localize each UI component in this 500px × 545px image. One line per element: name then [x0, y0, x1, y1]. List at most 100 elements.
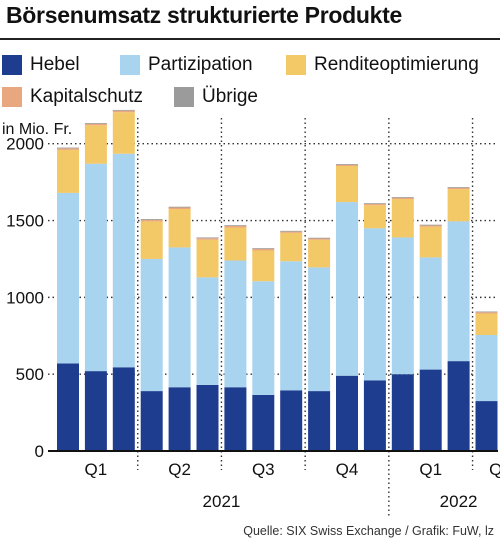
y-axis-label: in Mio. Fr.	[2, 121, 72, 138]
bar-segment-rendite	[475, 313, 498, 336]
bar-segment-kapitalschutz	[391, 197, 414, 200]
bar-segment-uebrige	[363, 203, 386, 204]
legend-label-hebel: Hebel	[30, 54, 80, 75]
legend-label-kapitalschutz: Kapitalschutz	[30, 86, 144, 107]
bar-segment-uebrige	[168, 206, 191, 208]
bar-segment-kapitalschutz	[224, 225, 247, 228]
bar-segment-rendite	[447, 189, 470, 222]
bar-segment-hebel	[308, 391, 331, 451]
legend-item-partizipation: Partizipation	[120, 54, 253, 76]
bar-segment-uebrige	[252, 248, 275, 249]
bar-segment-hebel	[475, 401, 498, 451]
bar-segment-rendite	[391, 199, 414, 238]
bar-segment-uebrige	[475, 311, 498, 313]
bar-segment-uebrige	[447, 187, 470, 188]
y-tick-label: 0	[35, 442, 44, 461]
bar-segment-uebrige	[112, 109, 135, 111]
bar-segment-kapitalschutz	[140, 219, 163, 222]
bar-segment-kapitalschutz	[84, 123, 107, 126]
bar-segment-kapitalschutz	[363, 203, 386, 206]
bar-segment-hebel	[419, 369, 442, 451]
bar-segment-hebel	[336, 375, 358, 451]
bar-segment-partizipation	[112, 153, 135, 368]
bar-segment-uebrige	[224, 225, 247, 226]
legend-label-rendite: Renditeoptimierung	[314, 54, 479, 75]
x-tick-label: Q1	[85, 460, 108, 479]
bar-segment-uebrige	[336, 164, 358, 165]
bar-segment-partizipation	[447, 221, 470, 362]
bar-segment-uebrige	[84, 122, 107, 124]
bar-segment-uebrige	[391, 197, 414, 198]
bar-segment-uebrige	[196, 237, 219, 239]
bar-segment-partizipation	[363, 228, 386, 381]
bar-segment-rendite	[308, 239, 331, 268]
bar-segment-rendite	[419, 226, 442, 258]
legend-label-partizipation: Partizipation	[148, 54, 253, 75]
bar-segment-rendite	[252, 250, 275, 282]
bar-segment-rendite	[168, 209, 191, 248]
bar-segment-hebel	[252, 394, 275, 451]
x-tick-label: Q2	[489, 460, 500, 479]
x-tick-label: Q4	[336, 460, 359, 479]
bar-segment-hebel	[363, 380, 386, 451]
bar-segment-rendite	[363, 205, 386, 229]
year-label: 2021	[203, 492, 241, 511]
bar-segment-uebrige	[140, 219, 163, 220]
bar-segment-hebel	[140, 391, 163, 451]
chart-title: Börsenumsatz strukturierte Produkte	[6, 2, 402, 28]
bar-segment-hebel	[280, 390, 303, 451]
bar-segment-hebel	[224, 387, 247, 451]
legend-swatch-uebrige	[174, 87, 194, 107]
bar-segment-rendite	[84, 125, 107, 164]
x-tick-label: Q2	[168, 460, 191, 479]
title-divider	[0, 38, 500, 40]
bar-segment-uebrige	[419, 224, 442, 226]
bar-segment-kapitalschutz	[252, 248, 275, 251]
bar-segment-partizipation	[140, 258, 163, 392]
bar-segment-hebel	[57, 363, 79, 451]
bar-segment-partizipation	[168, 247, 191, 388]
bar-segment-kapitalschutz	[112, 110, 135, 113]
bar-segment-kapitalschutz	[475, 312, 498, 314]
legend: Hebel Partizipation Renditeoptimierung K…	[0, 54, 500, 114]
legend-item-hebel: Hebel	[2, 54, 80, 76]
bar-segment-rendite	[57, 149, 79, 193]
legend-item-kapitalschutz: Kapitalschutz	[2, 86, 143, 108]
bar-segment-uebrige	[57, 147, 79, 149]
year-label: 2022	[440, 492, 478, 511]
bar-segment-hebel	[447, 361, 470, 451]
y-tick-label: 2000	[6, 135, 44, 154]
bar-segment-hebel	[112, 367, 135, 451]
bar-segment-partizipation	[308, 267, 331, 392]
bar-segment-partizipation	[391, 237, 414, 375]
bar-segment-rendite	[280, 232, 303, 262]
bar-segment-partizipation	[419, 257, 442, 370]
bar-segment-kapitalschutz	[280, 231, 303, 233]
legend-swatch-rendite	[286, 55, 306, 75]
bar-segment-partizipation	[280, 261, 303, 391]
bar-segment-partizipation	[252, 281, 275, 395]
legend-item-uebrige: Übrige	[174, 86, 258, 108]
bar-segment-rendite	[140, 221, 163, 259]
bar-segment-kapitalschutz	[57, 148, 79, 150]
x-tick-label: Q1	[419, 460, 442, 479]
bar-segment-kapitalschutz	[419, 225, 442, 227]
legend-swatch-kapitalschutz	[2, 87, 22, 107]
bar-segment-kapitalschutz	[447, 187, 470, 190]
bar-segment-rendite	[336, 166, 358, 203]
legend-label-uebrige: Übrige	[202, 86, 258, 107]
bar-segment-partizipation	[475, 335, 498, 402]
y-tick-label: 1500	[6, 212, 44, 231]
bar-segment-rendite	[196, 239, 219, 278]
legend-swatch-partizipation	[120, 55, 140, 75]
bar-segment-rendite	[112, 112, 135, 154]
bar-segment-rendite	[224, 227, 247, 261]
bar-segment-partizipation	[84, 163, 107, 372]
legend-swatch-hebel	[2, 55, 22, 75]
bar-segment-partizipation	[224, 260, 247, 388]
source-note: Quelle: SIX Swiss Exchange / Grafik: FuW…	[243, 524, 494, 538]
bar-segment-hebel	[84, 371, 107, 451]
bar-segment-hebel	[391, 374, 414, 451]
bar-segment-kapitalschutz	[196, 238, 219, 240]
